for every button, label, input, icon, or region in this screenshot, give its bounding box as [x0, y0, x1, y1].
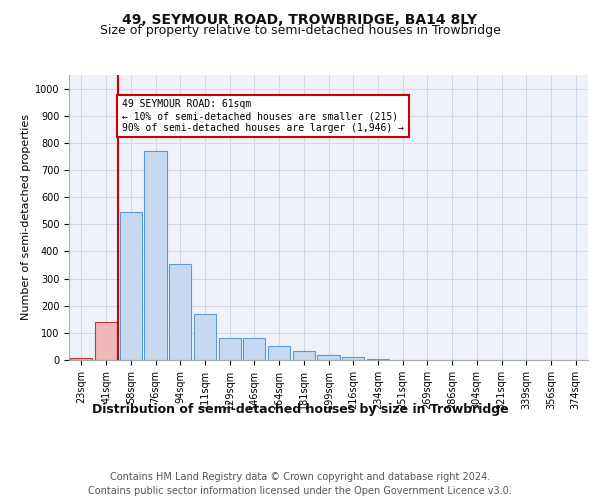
Bar: [243, 338, 265, 360]
Bar: [194, 314, 216, 360]
Bar: [342, 358, 364, 360]
Bar: [70, 358, 92, 360]
Text: Contains HM Land Registry data © Crown copyright and database right 2024.
Contai: Contains HM Land Registry data © Crown c…: [88, 472, 512, 496]
Bar: [293, 351, 315, 360]
Bar: [268, 346, 290, 360]
Bar: [119, 212, 142, 360]
Text: Distribution of semi-detached houses by size in Trowbridge: Distribution of semi-detached houses by …: [92, 402, 508, 415]
Text: 49, SEYMOUR ROAD, TROWBRIDGE, BA14 8LY: 49, SEYMOUR ROAD, TROWBRIDGE, BA14 8LY: [122, 12, 478, 26]
Bar: [317, 355, 340, 360]
Text: 49 SEYMOUR ROAD: 61sqm
← 10% of semi-detached houses are smaller (215)
90% of se: 49 SEYMOUR ROAD: 61sqm ← 10% of semi-det…: [122, 100, 404, 132]
Bar: [218, 338, 241, 360]
Bar: [169, 264, 191, 360]
Bar: [145, 151, 167, 360]
Bar: [95, 322, 117, 360]
Text: Size of property relative to semi-detached houses in Trowbridge: Size of property relative to semi-detach…: [100, 24, 500, 37]
Y-axis label: Number of semi-detached properties: Number of semi-detached properties: [20, 114, 31, 320]
Bar: [367, 358, 389, 360]
